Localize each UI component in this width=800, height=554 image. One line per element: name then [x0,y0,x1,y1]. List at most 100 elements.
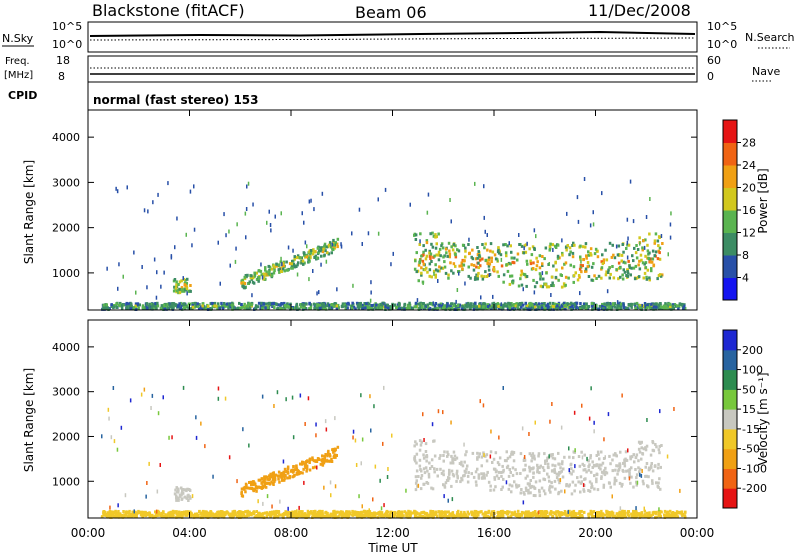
velocity-colorbar-tick-label: 200 [742,344,763,357]
velocity-sparse-cell [568,468,570,473]
power-echo-cell [425,239,429,243]
power-echo-cell [528,303,532,307]
velocity-echo-cell [191,513,195,517]
velocity-echo-cell [480,464,483,468]
velocity-echo-cell [189,496,192,500]
velocity-sparse-cell [304,422,306,426]
power-echo-cell [578,307,582,311]
velocity-echo-cell [334,455,337,459]
velocity-echo-cell [601,461,605,465]
velocity-echo-cell [448,512,452,516]
power-echo-cell [475,273,478,277]
velocity-echo-cell [279,513,282,517]
velocity-echo-cell [621,482,624,486]
velocity-sparse-cell [107,407,110,412]
velocity-echo-cell [420,474,424,477]
velocity-echo-cell [271,510,274,514]
power-echo-cell [438,305,441,309]
velocity-echo-cell [473,511,476,515]
power-echo-cell [279,303,282,307]
power-echo-cell [332,304,335,308]
power-echo-cell [563,306,566,310]
velocity-echo-cell [156,509,160,513]
power-echo-cell [499,253,503,257]
power-echo-cell [578,267,582,271]
velocity-colorbar-swatch [723,448,737,469]
power-echo-cell [476,277,479,281]
power-echo-cell [444,307,447,311]
velocity-echo-cell [507,515,510,519]
velocity-echo-cell [528,469,532,473]
power-echo-cell [403,303,406,307]
velocity-echo-cell [472,475,476,479]
velocity-echo-cell [508,455,512,459]
velocity-echo-cell [500,488,503,491]
power-echo-cell [246,304,249,308]
velocity-sparse-cell [151,393,154,398]
velocity-echo-cell [462,512,466,516]
power-echo-cell [309,249,313,252]
power-echo-cell [676,304,679,308]
power-echo-cell [431,231,434,235]
power-echo-cell [300,261,303,265]
velocity-echo-cell [465,467,468,471]
power-echo-cell [248,306,252,310]
power-echo-cell [144,306,147,310]
velocity-echo-cell [432,439,435,443]
power-echo-cell [596,249,599,253]
power-sparse-cell [455,299,457,304]
power-echo-cell [120,304,124,308]
power-echo-cell [580,270,583,274]
velocity-echo-cell [263,475,266,479]
power-echo-cell [494,257,498,261]
power-echo-cell [295,302,299,306]
power-echo-cell [184,288,187,292]
power-echo-cell [336,303,340,307]
velocity-echo-cell [570,510,574,514]
velocity-echo-cell [424,442,428,446]
power-echo-cell [490,256,493,260]
velocity-echo-cell [175,490,179,494]
power-echo-cell [648,304,651,308]
velocity-echo-cell [510,511,514,515]
power-echo-cell [332,243,336,247]
power-echo-cell [447,276,450,280]
power-echo-cell [414,233,418,237]
velocity-sparse-cell [537,510,540,515]
velocity-echo-cell [439,512,443,516]
velocity-echo-cell [439,467,442,471]
power-echo-cell [280,307,284,311]
power-echo-cell [331,303,334,306]
power-echo-cell [586,261,590,264]
power-echo-cell [514,304,518,308]
power-echo-cell [579,263,583,267]
power-echo-cell [341,302,345,306]
velocity-echo-cell [187,499,190,502]
velocity-echo-cell [443,450,446,454]
power-echo-cell [452,242,456,246]
power-echo-cell [481,277,485,281]
power-echo-cell [216,306,219,310]
velocity-echo-cell [544,459,547,463]
power-echo-cell [525,259,529,263]
velocity-echo-cell [118,512,122,516]
velocity-echo-cell [127,514,130,518]
power-sparse-cell [358,207,361,212]
power-echo-cell [644,266,648,270]
velocity-echo-cell [624,450,628,454]
velocity-echo-cell [248,481,251,484]
power-echo-cell [168,302,171,306]
power-echo-cell [604,248,607,252]
velocity-echo-cell [418,458,422,462]
power-echo-cell [395,306,398,310]
velocity-echo-cell [248,510,251,514]
power-echo-cell [476,253,480,257]
velocity-echo-cell [266,511,269,515]
power-sparse-cell [189,189,192,194]
power-echo-cell [532,278,535,282]
velocity-colorbar-tick-label: 50 [742,383,756,396]
power-sparse-cell [122,274,124,279]
velocity-echo-cell [498,456,502,460]
power-echo-cell [187,289,191,293]
power-sparse-cell [583,177,586,181]
